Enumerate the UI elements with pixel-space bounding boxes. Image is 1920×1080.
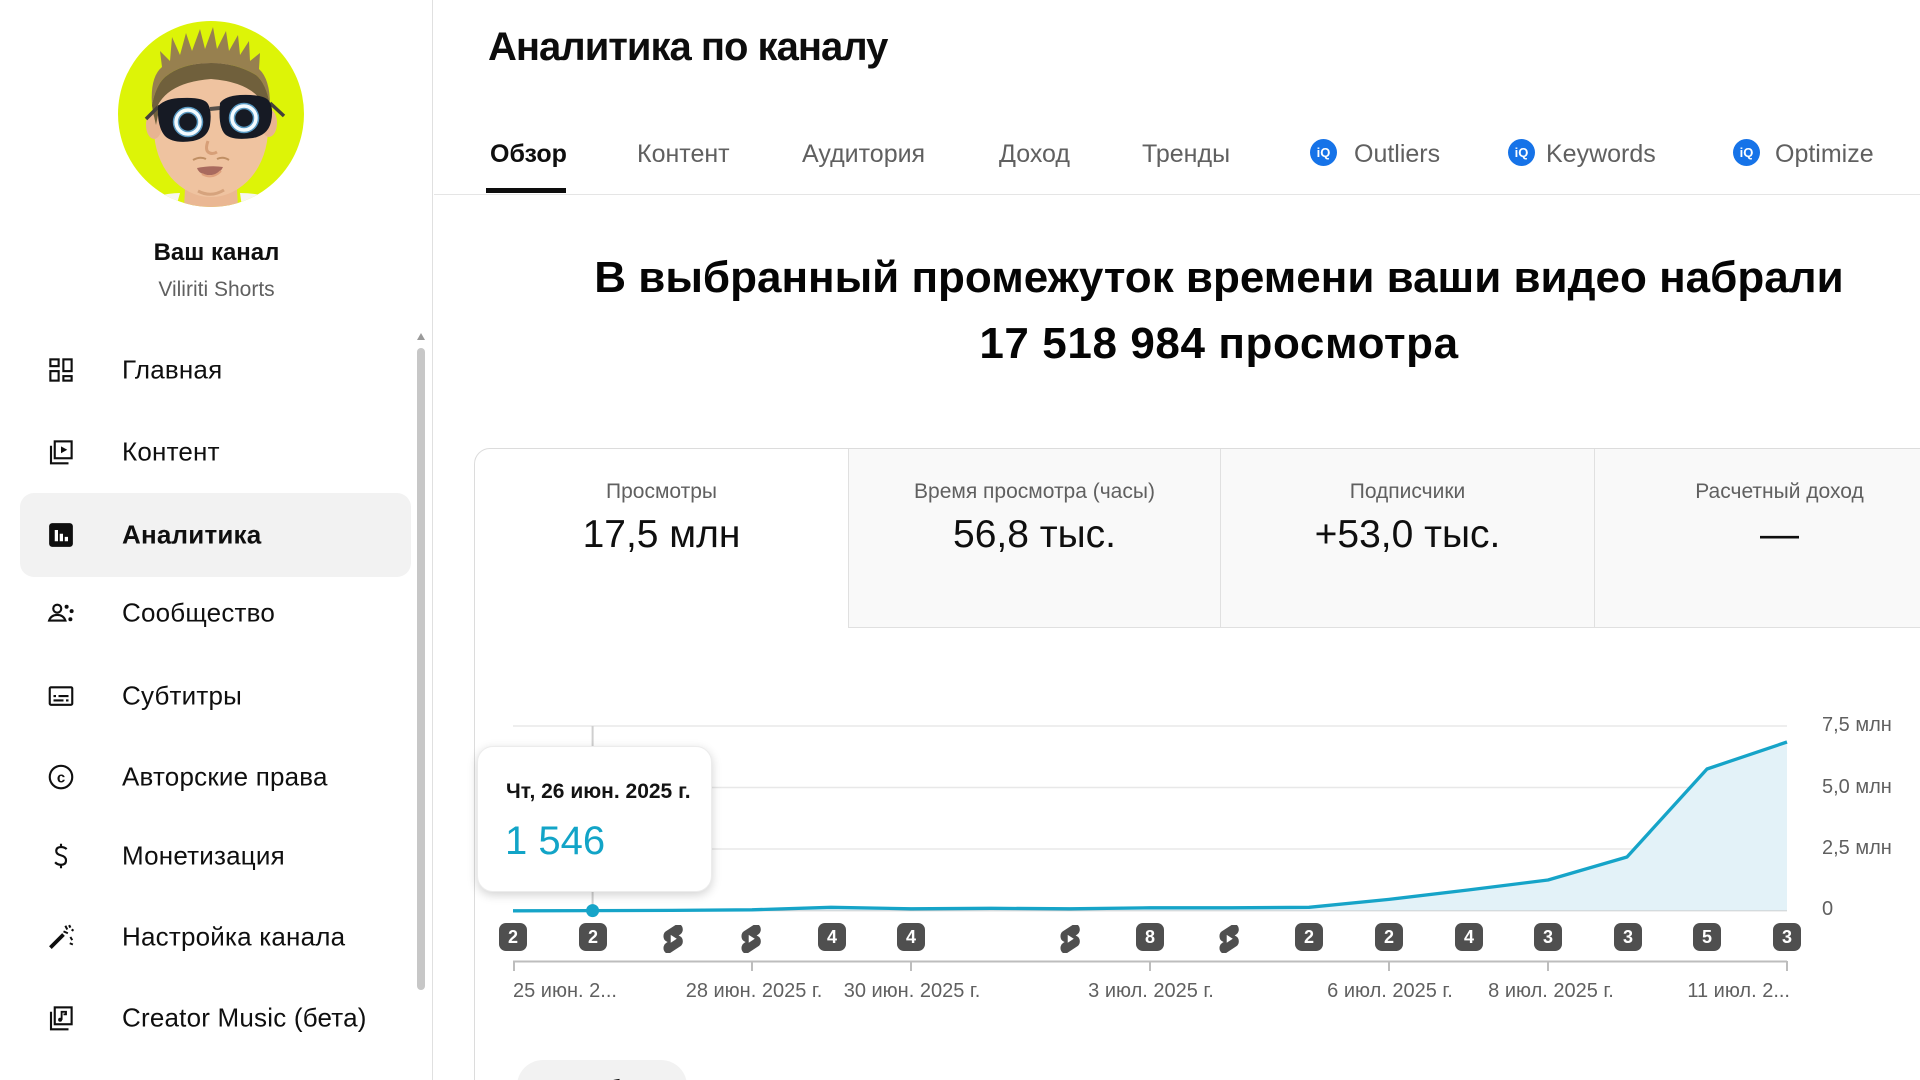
svg-text:c: c [57, 769, 65, 786]
